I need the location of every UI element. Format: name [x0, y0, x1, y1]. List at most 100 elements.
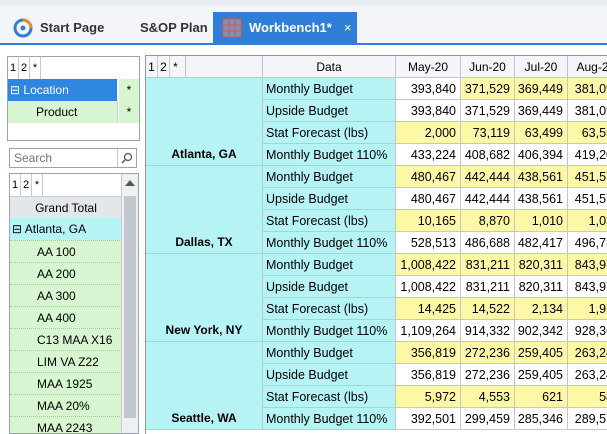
- value-cell[interactable]: 442,444: [461, 166, 515, 188]
- tree-item[interactable]: AA 400: [10, 306, 122, 328]
- tree-item[interactable]: LIM VA Z22: [10, 350, 122, 372]
- grid-level-1-button[interactable]: 1: [146, 56, 158, 77]
- value-cell[interactable]: 381,09: [568, 78, 607, 100]
- value-cell[interactable]: 369,449: [515, 100, 568, 122]
- value-cell[interactable]: 272,236: [461, 364, 515, 386]
- value-cell[interactable]: 408,682: [461, 144, 515, 166]
- value-cell[interactable]: 480,467: [396, 166, 461, 188]
- value-cell[interactable]: 433,224: [396, 144, 461, 166]
- value-cell[interactable]: 1,91: [568, 298, 607, 320]
- value-cell[interactable]: 356,819: [396, 342, 461, 364]
- month-column-header[interactable]: May-20: [396, 56, 461, 78]
- value-cell[interactable]: 371,529: [461, 78, 515, 100]
- tree-item[interactable]: MAA 2243: [10, 416, 122, 433]
- value-cell[interactable]: 393,840: [396, 100, 461, 122]
- value-cell[interactable]: 438,561: [515, 166, 568, 188]
- data-column-header[interactable]: Data: [263, 56, 396, 78]
- search-icon[interactable]: [117, 149, 136, 167]
- value-cell[interactable]: 285,346: [515, 408, 568, 430]
- value-cell[interactable]: 1,008,422: [396, 276, 461, 298]
- tree-item[interactable]: AA 300: [10, 284, 122, 306]
- value-cell[interactable]: 486,688: [461, 232, 515, 254]
- value-cell[interactable]: 406,394: [515, 144, 568, 166]
- value-cell[interactable]: 1,109,264: [396, 320, 461, 342]
- value-cell[interactable]: 371,529: [461, 100, 515, 122]
- month-column-header[interactable]: Jul-20: [515, 56, 568, 78]
- value-cell[interactable]: 8,870: [461, 210, 515, 232]
- month-column-header[interactable]: Aug-2: [568, 56, 607, 78]
- value-cell[interactable]: 10,165: [396, 210, 461, 232]
- tree-group-atlanta[interactable]: ⊟ Atlanta, GA: [10, 218, 122, 240]
- value-cell[interactable]: 928,36: [568, 320, 607, 342]
- tree-level-2-button[interactable]: 2: [21, 174, 32, 196]
- value-cell[interactable]: 4,553: [461, 386, 515, 408]
- close-tab-icon[interactable]: ×: [343, 20, 352, 35]
- collapse-icon[interactable]: ⊟: [10, 83, 21, 97]
- value-cell[interactable]: 831,211: [461, 254, 515, 276]
- value-cell[interactable]: 393,840: [396, 78, 461, 100]
- value-cell[interactable]: 381,09: [568, 100, 607, 122]
- value-cell[interactable]: 2,134: [515, 298, 568, 320]
- value-cell[interactable]: 263,24: [568, 342, 607, 364]
- value-cell[interactable]: 442,444: [461, 188, 515, 210]
- value-cell[interactable]: 392,501: [396, 408, 461, 430]
- tree-item[interactable]: C13 MAA X16: [10, 328, 122, 350]
- value-cell[interactable]: 528,513: [396, 232, 461, 254]
- tree-item[interactable]: AA 200: [10, 262, 122, 284]
- grid-level-all-button[interactable]: *: [173, 60, 178, 74]
- search-input[interactable]: [10, 149, 122, 167]
- tree-scrollbar[interactable]: [121, 174, 138, 433]
- value-cell[interactable]: 902,342: [515, 320, 568, 342]
- dimension-product-star[interactable]: *: [119, 101, 139, 123]
- value-cell[interactable]: 272,236: [461, 342, 515, 364]
- value-cell[interactable]: 831,211: [461, 276, 515, 298]
- value-cell[interactable]: 14,425: [396, 298, 461, 320]
- level-2-button[interactable]: 2: [19, 57, 30, 79]
- value-cell[interactable]: 496,73: [568, 232, 607, 254]
- tree-item[interactable]: MAA 20%: [10, 394, 122, 416]
- value-cell[interactable]: 1,008,422: [396, 254, 461, 276]
- value-cell[interactable]: 419,20: [568, 144, 607, 166]
- scroll-thumb[interactable]: [124, 196, 136, 418]
- month-column-header[interactable]: Jun-20: [461, 56, 515, 78]
- value-cell[interactable]: 451,57: [568, 188, 607, 210]
- level-all-button[interactable]: *: [30, 57, 41, 79]
- location-row-header[interactable]: Seattle, WA: [146, 342, 263, 430]
- grand-total-item[interactable]: Grand Total: [10, 196, 122, 218]
- value-cell[interactable]: 299,459: [461, 408, 515, 430]
- tree-item[interactable]: MAA 1925: [10, 372, 122, 394]
- value-cell[interactable]: 843,97: [568, 276, 607, 298]
- tree-level-1-button[interactable]: 1: [10, 174, 21, 196]
- value-cell[interactable]: 63,53: [568, 122, 607, 144]
- value-cell[interactable]: 73,119: [461, 122, 515, 144]
- value-cell[interactable]: 263,24: [568, 364, 607, 386]
- dimension-product[interactable]: Product: [8, 101, 118, 123]
- value-cell[interactable]: 843,97: [568, 254, 607, 276]
- value-cell[interactable]: 1,03: [568, 210, 607, 232]
- value-cell[interactable]: 58: [568, 386, 607, 408]
- value-cell[interactable]: 1,010: [515, 210, 568, 232]
- value-cell[interactable]: 259,405: [515, 342, 568, 364]
- value-cell[interactable]: 438,561: [515, 188, 568, 210]
- value-cell[interactable]: 482,417: [515, 232, 568, 254]
- value-cell[interactable]: 356,819: [396, 364, 461, 386]
- value-cell[interactable]: 914,332: [461, 320, 515, 342]
- value-cell[interactable]: 5,972: [396, 386, 461, 408]
- value-cell[interactable]: 2,000: [396, 122, 461, 144]
- value-cell[interactable]: 480,467: [396, 188, 461, 210]
- scroll-up-icon[interactable]: [125, 180, 135, 186]
- tab-start-page[interactable]: Start Page: [12, 12, 122, 43]
- value-cell[interactable]: 451,57: [568, 166, 607, 188]
- value-cell[interactable]: 259,405: [515, 364, 568, 386]
- tree-item[interactable]: AA 100: [10, 240, 122, 262]
- level-1-button[interactable]: 1: [8, 57, 19, 79]
- tab-sop-plan[interactable]: S&OP Plan: [140, 12, 210, 43]
- value-cell[interactable]: 369,449: [515, 78, 568, 100]
- location-row-header[interactable]: Atlanta, GA: [146, 78, 263, 166]
- value-cell[interactable]: 14,522: [461, 298, 515, 320]
- value-cell[interactable]: 820,311: [515, 276, 568, 298]
- value-cell[interactable]: 621: [515, 386, 568, 408]
- grid-level-2-button[interactable]: 2: [158, 56, 170, 77]
- location-row-header[interactable]: New York, NY: [146, 254, 263, 342]
- value-cell[interactable]: 289,57: [568, 408, 607, 430]
